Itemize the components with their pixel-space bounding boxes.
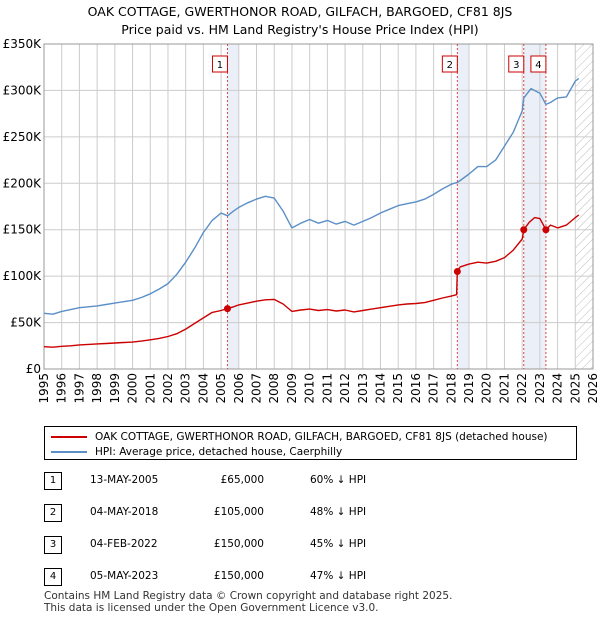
sale-hpi-diff: 48% ↓ HPI [310, 506, 367, 518]
sale-date: 04-MAY-2018 [90, 506, 159, 518]
legend-hpi-swatch [51, 451, 87, 453]
x-tick-label: 2024 [551, 373, 565, 404]
x-tick-label: 2026 [586, 373, 600, 404]
y-tick-label: £350K [3, 37, 43, 51]
sale-price: £150,000 [213, 570, 264, 582]
x-tick-label: 1999 [108, 373, 122, 404]
sale-point [223, 305, 231, 313]
sale-marker-label: 1 [217, 60, 223, 71]
sale-number: 2 [44, 504, 62, 522]
hpi-line [43, 77, 580, 315]
sale-row: 2 04-MAY-2018 £105,000 48% ↓ HPI [44, 504, 444, 522]
x-tick-label: 2007 [250, 373, 264, 404]
x-tick-label: 2017 [427, 373, 441, 404]
sale-hpi-diff: 45% ↓ HPI [310, 538, 367, 550]
sale-point [542, 226, 550, 234]
x-tick-label: 2000 [126, 373, 140, 404]
legend-hpi: HPI: Average price, detached house, Caer… [51, 445, 342, 459]
sale-marker-label: 4 [535, 60, 541, 71]
sale-date: 13-MAY-2005 [90, 474, 159, 486]
x-tick-label: 2002 [161, 373, 175, 404]
sale-marker-box [508, 55, 525, 73]
x-tick-label: 2011 [320, 373, 334, 404]
title-line-2: Price paid vs. HM Land Registry's House … [121, 22, 479, 37]
sale-row: 4 05-MAY-2023 £150,000 47% ↓ HPI [44, 568, 444, 586]
legend-hpi-label: HPI: Average price, detached house, Caer… [95, 446, 343, 458]
price-chart: £0 £50K £100K £150K £200K £250K £300K £350K 1995… [3, 37, 600, 404]
x-tick-label: 1995 [37, 373, 51, 404]
x-tick-label: 2018 [444, 373, 458, 404]
sale-price: £65,000 [220, 474, 264, 486]
x-tick-label: 1996 [55, 373, 69, 404]
sale-price: £150,000 [213, 538, 264, 550]
x-tick-label: 2025 [568, 373, 582, 404]
plot-area [44, 44, 593, 369]
sale-price: £105,000 [213, 506, 264, 518]
sale-point [453, 268, 461, 275]
legend-property: OAK COTTAGE, GWERTHONOR ROAD, GILFACH, B… [51, 430, 548, 444]
sale-hpi-diff: 47% ↓ HPI [310, 570, 367, 582]
sale-point [520, 226, 528, 234]
sale-date: 04-FEB-2022 [90, 538, 158, 550]
y-tick-label: £250K [3, 130, 43, 144]
sale-number: 3 [44, 536, 62, 554]
sale-marker-label: 2 [447, 60, 453, 71]
footer-line-1: Contains HM Land Registry data © Crown c… [44, 590, 453, 602]
y-tick-label: £0 [26, 362, 41, 376]
x-tick-label: 2008 [267, 373, 281, 404]
x-tick-label: 1998 [90, 373, 104, 404]
title-line-1: OAK COTTAGE, GWERTHONOR ROAD, GILFACH, B… [87, 4, 513, 19]
sale-marker-label: 3 [513, 60, 519, 71]
forecast-hatch [575, 44, 593, 369]
legend-property-label: OAK COTTAGE, GWERTHONOR ROAD, GILFACH, B… [95, 431, 548, 443]
x-tick-label: 2009 [285, 373, 299, 404]
sale-row: 1 13-MAY-2005 £65,000 60% ↓ HPI [44, 472, 444, 490]
y-tick-label: £50K [10, 316, 42, 330]
x-tick-label: 2015 [391, 373, 405, 404]
y-tick-label: £300K [3, 83, 43, 97]
sale-number: 1 [44, 472, 62, 490]
x-tick-label: 2005 [214, 373, 228, 404]
sale-row: 3 04-FEB-2022 £150,000 45% ↓ HPI [44, 536, 444, 554]
y-tick-label: £150K [3, 223, 43, 237]
x-tick-label: 2010 [303, 373, 317, 404]
legend-property-swatch [51, 436, 87, 438]
ownership-shade [227, 44, 239, 369]
x-tick-label: 2021 [497, 373, 511, 404]
x-tick-label: 2014 [373, 373, 387, 404]
sale-hpi-diff: 60% ↓ HPI [310, 474, 367, 486]
property-price-line [43, 214, 580, 348]
x-tick-label: 2013 [356, 373, 370, 404]
sale-date: 05-MAY-2023 [90, 570, 159, 582]
x-tick-label: 2004 [196, 373, 210, 404]
x-tick-label: 2023 [533, 373, 547, 404]
y-tick-label: £100K [3, 269, 43, 283]
x-tick-label: 2006 [232, 373, 246, 404]
x-tick-label: 2001 [143, 373, 157, 404]
x-tick-label: 2003 [179, 373, 193, 404]
x-tick-label: 2016 [409, 373, 423, 404]
sale-marker-box [530, 55, 547, 73]
footer-line-2: This data is licensed under the Open Gov… [44, 602, 379, 614]
plot-frame [43, 43, 594, 370]
x-tick-label: 2020 [480, 373, 494, 404]
legend: OAK COTTAGE, GWERTHONOR ROAD, GILFACH, B… [44, 426, 577, 460]
x-tick-label: 2012 [338, 373, 352, 404]
chart-title: OAK COTTAGE, GWERTHONOR ROAD, GILFACH, B… [0, 3, 600, 39]
x-tick-label: 1997 [72, 373, 86, 404]
x-tick-label: 2022 [515, 373, 529, 404]
sale-number: 4 [44, 568, 62, 586]
sale-marker-box [441, 55, 458, 73]
ownership-shade [457, 44, 470, 369]
y-tick-label: £200K [3, 176, 43, 190]
sale-marker-box [211, 55, 228, 73]
footer: Contains HM Land Registry data © Crown c… [44, 590, 452, 614]
x-tick-label: 2019 [462, 373, 476, 404]
